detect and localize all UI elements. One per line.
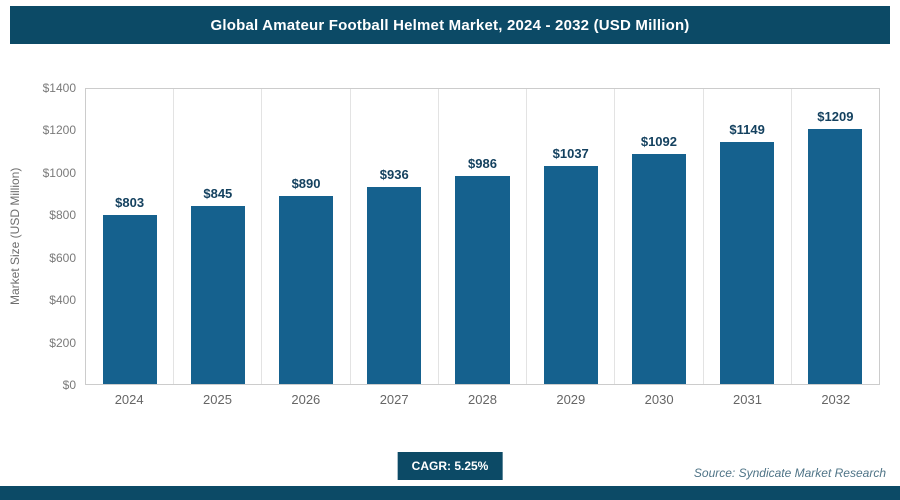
bar-value-label: $845 [203, 185, 233, 201]
x-tick-label: 2029 [556, 392, 586, 407]
cagr-badge: CAGR: 5.25% [397, 452, 503, 480]
y-axis-ticks: $0 $200 $400 $600 $800 $1000 $1200 $1400 [28, 81, 80, 392]
bar-2032 [808, 129, 863, 384]
y-tick-label: $400 [49, 293, 76, 308]
bar-2026 [279, 196, 334, 384]
plot-column-2024: $803 [86, 89, 175, 384]
chart-title-bar: Global Amateur Football Helmet Market, 2… [10, 6, 890, 44]
plot-column-2029: $1037 [527, 89, 616, 384]
bar-value-label: $1092 [640, 133, 677, 149]
x-tick-label: 2028 [468, 392, 497, 407]
y-tick-label: $600 [49, 250, 76, 265]
plot-column-2026: $890 [262, 89, 351, 384]
y-tick-label: $1200 [42, 123, 76, 138]
x-tick-label: 2024 [114, 392, 144, 407]
bar-2027 [367, 186, 422, 384]
bar-2029 [543, 165, 598, 384]
x-tick-label: 2030 [644, 392, 674, 407]
bar-value-label: $936 [379, 166, 409, 182]
bottom-accent-strip [0, 486, 900, 500]
x-tick-label: 2027 [379, 392, 409, 407]
x-axis-labels: 2024 2025 2026 2027 2028 2029 2030 2031 2032 [85, 392, 880, 407]
x-tick-label: 2032 [821, 392, 851, 407]
plot-column-2028: $986 [439, 89, 528, 384]
bar-2030 [631, 153, 686, 384]
y-tick-label: $200 [49, 335, 76, 350]
bar-value-label: $803 [115, 194, 145, 210]
plot-column-2025: $845 [174, 89, 263, 384]
x-tick-label: 2031 [733, 392, 762, 407]
bar-value-label: $890 [291, 176, 321, 192]
x-tick-label: 2025 [203, 392, 232, 407]
bar-2025 [190, 205, 245, 384]
bar-value-label: $1149 [729, 121, 765, 137]
bar-2031 [720, 141, 775, 384]
bar-2028 [455, 176, 510, 384]
source-attribution: Source: Syndicate Market Research [693, 466, 886, 480]
bar-2024 [102, 214, 157, 384]
chart-title: Global Amateur Football Helmet Market, 2… [210, 16, 690, 34]
plot-column-2032: $1209 [792, 89, 879, 384]
y-tick-label: $800 [49, 208, 76, 223]
bar-value-label: $1209 [817, 109, 854, 125]
plot-column-2027: $936 [351, 89, 439, 384]
bar-value-label: $1037 [552, 145, 589, 161]
bar-value-label: $986 [468, 156, 497, 172]
plot-column-2031: $1149 [704, 89, 792, 384]
y-axis-title: Market Size (USD Million) [8, 167, 22, 306]
plot-area: $803 $845 $890 $936 $986 $1037 $1092 $1149 $1209 [85, 88, 880, 385]
y-tick-label: $0 [62, 378, 76, 392]
y-tick-label: $1400 [42, 81, 76, 95]
x-tick-label: 2026 [291, 392, 321, 407]
plot-column-2030: $1092 [615, 89, 704, 384]
y-tick-label: $1000 [42, 165, 76, 180]
